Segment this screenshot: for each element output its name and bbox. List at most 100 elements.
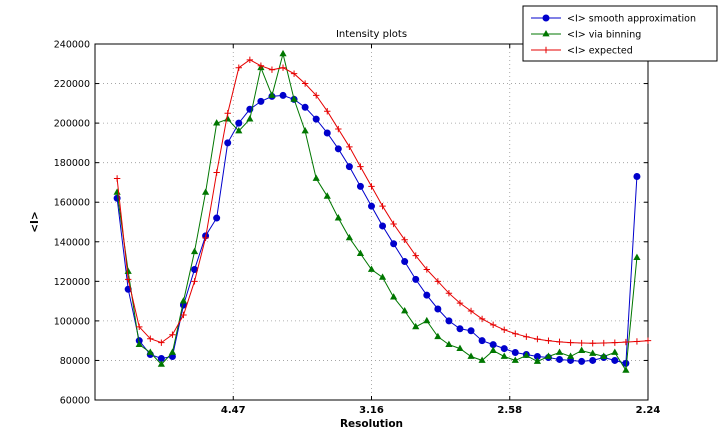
circle-marker <box>500 345 508 353</box>
plus-marker <box>512 330 519 337</box>
triangle-marker <box>157 360 165 367</box>
triangle-marker <box>323 192 331 199</box>
plus-marker <box>644 337 652 344</box>
y-tick-label: 200000 <box>54 119 90 130</box>
circle-marker <box>345 163 353 171</box>
circle-marker <box>257 97 265 105</box>
plus-marker <box>445 290 453 297</box>
triangle-marker <box>500 352 508 359</box>
circle-marker <box>542 14 550 22</box>
circle-marker <box>224 139 232 147</box>
circle-marker <box>379 222 387 230</box>
triangle-marker <box>533 357 541 364</box>
circle-marker <box>334 145 342 153</box>
plus-marker <box>600 339 607 347</box>
y-tick-label: 180000 <box>54 158 90 169</box>
plus-marker <box>611 339 619 346</box>
plus-marker <box>501 326 508 333</box>
plus-marker <box>279 64 287 71</box>
plus-marker <box>578 339 585 347</box>
circle-marker <box>556 355 564 363</box>
triangle-marker <box>622 366 630 373</box>
circle-marker <box>368 202 375 210</box>
triangle-marker <box>600 352 608 359</box>
y-tick-label: 60000 <box>60 396 90 407</box>
circle-marker <box>456 325 464 333</box>
plus-marker <box>467 307 475 315</box>
circle-marker <box>589 356 597 364</box>
triangle-marker <box>555 348 564 355</box>
plus-marker <box>390 220 397 228</box>
y-tick-label: 100000 <box>54 316 90 327</box>
legend-label: <I> via binning <box>567 30 641 41</box>
triangle-marker <box>542 30 550 37</box>
circle-marker <box>434 305 442 313</box>
circle-marker <box>511 349 519 357</box>
triangle-marker <box>179 297 188 304</box>
triangle-marker <box>356 249 365 257</box>
circle-marker <box>478 337 486 345</box>
triangle-marker <box>401 307 409 314</box>
circle-marker <box>279 91 287 99</box>
plus-marker <box>478 315 486 323</box>
plus-marker <box>489 321 497 329</box>
axes-background <box>95 44 648 400</box>
plus-marker <box>224 110 231 117</box>
triangle-marker <box>135 340 143 348</box>
circle-marker <box>423 291 431 299</box>
circle-marker <box>235 119 243 127</box>
triangle-marker <box>345 233 353 241</box>
x-tick-label: 4.47 <box>221 405 246 416</box>
plus-marker <box>180 311 187 319</box>
triangle-marker <box>334 214 342 221</box>
circle-marker <box>213 214 221 222</box>
plus-marker <box>545 337 552 344</box>
triangle-marker <box>423 316 431 324</box>
triangle-marker <box>378 273 387 280</box>
plus-marker <box>368 183 375 190</box>
plus-marker <box>401 236 408 243</box>
triangle-marker <box>301 127 309 134</box>
plus-marker <box>523 333 530 340</box>
triangle-marker <box>235 127 243 134</box>
plus-marker <box>589 340 596 347</box>
plus-marker <box>324 108 331 115</box>
plus-marker <box>379 202 386 210</box>
triangle-marker <box>578 346 586 353</box>
plus-marker <box>423 266 430 273</box>
triangle-marker <box>312 174 320 181</box>
x-tick-label: 3.16 <box>359 405 384 416</box>
plus-marker <box>313 92 320 99</box>
circle-marker <box>301 103 309 111</box>
triangle-marker <box>467 352 475 359</box>
triangle-marker <box>456 344 464 351</box>
triangle-marker <box>190 247 199 255</box>
plus-marker <box>147 335 154 342</box>
plus-marker <box>257 62 265 69</box>
plus-marker <box>113 175 121 182</box>
triangle-marker <box>566 352 575 359</box>
y-tick-label: 160000 <box>54 198 90 209</box>
triangle-marker <box>279 49 287 57</box>
triangle-marker <box>268 91 276 98</box>
triangle-marker <box>124 267 132 274</box>
plus-marker <box>290 70 298 77</box>
triangle-marker <box>544 352 553 359</box>
triangle-marker <box>511 356 519 363</box>
circle-marker <box>356 182 364 190</box>
plus-marker <box>567 339 574 346</box>
plus-marker <box>456 299 464 307</box>
triangle-marker <box>367 265 376 272</box>
triangle-marker <box>445 340 453 348</box>
x-axis-label: Resolution <box>340 418 403 430</box>
plus-marker <box>534 335 541 343</box>
circle-marker <box>445 317 453 325</box>
circle-marker <box>401 258 409 266</box>
triangle-marker <box>589 349 597 356</box>
plus-marker <box>556 338 563 346</box>
plus-marker <box>622 338 630 346</box>
plus-marker <box>357 163 364 170</box>
circle-marker <box>633 173 641 181</box>
plus-marker <box>169 331 176 338</box>
plus-marker <box>213 169 220 176</box>
